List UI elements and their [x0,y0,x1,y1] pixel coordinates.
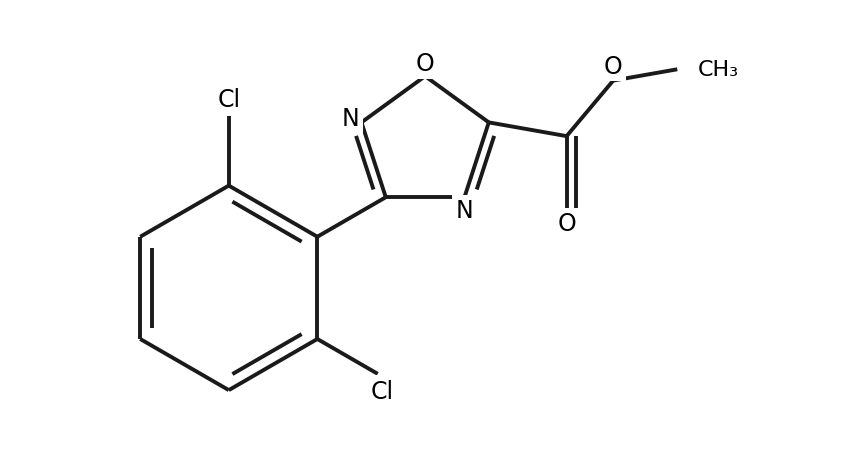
Text: CH₃: CH₃ [698,60,739,80]
Text: Cl: Cl [371,379,394,403]
Text: O: O [604,55,623,78]
Text: N: N [455,199,473,223]
Text: O: O [557,212,576,236]
Text: O: O [416,52,435,76]
Text: N: N [341,106,359,130]
Text: Cl: Cl [217,88,240,112]
